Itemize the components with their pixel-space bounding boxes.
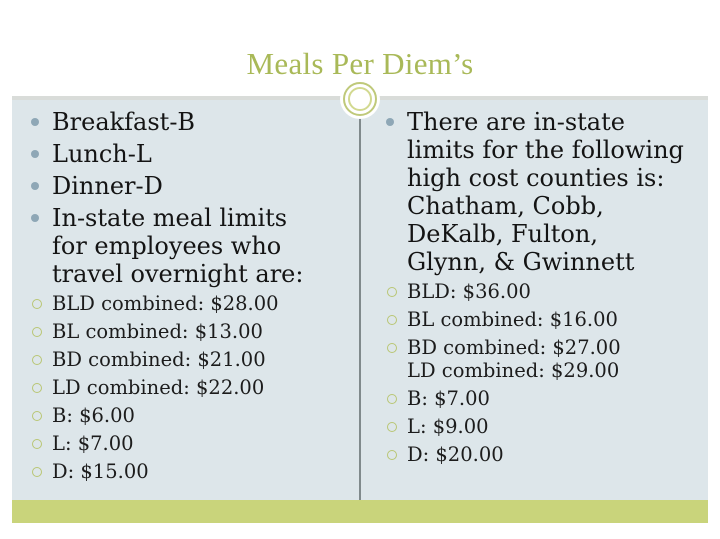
sub-bullet-text: BL combined: $16.00: [407, 308, 618, 331]
sub-bullet-item: L: $7.00: [30, 432, 350, 455]
sub-bullet-item: D: $15.00: [30, 460, 350, 483]
bullet-item: There are in-state limits for the follow…: [385, 108, 705, 276]
slide-title: Meals Per Diem’s: [246, 46, 474, 81]
sub-bullet-item: B: $6.00: [30, 404, 350, 427]
ring-bullet-icon: [32, 383, 42, 393]
bullet-text: There are in-state limits for the follow…: [407, 108, 684, 276]
ring-bullet-icon: [387, 450, 397, 460]
sub-bullet-item: BLD combined: $28.00: [30, 292, 350, 315]
sub-bullet-item: LD combined: $22.00: [30, 376, 350, 399]
sub-bullet-text: BD combined: $27.00 LD combined: $29.00: [407, 336, 621, 382]
circle-ornament-inner: [348, 87, 372, 111]
circle-ornament-icon: [343, 82, 377, 116]
ring-bullet-icon: [32, 327, 42, 337]
ring-bullet-icon: [387, 315, 397, 325]
sub-bullet-text: B: $7.00: [407, 387, 490, 410]
sub-bullet-text: LD combined: $22.00: [52, 376, 265, 399]
bullet-dot-icon: [31, 150, 39, 158]
left-column: Breakfast-B Lunch-L Dinner-D In-state me…: [30, 108, 350, 488]
sub-bullet-text: D: $15.00: [52, 460, 149, 483]
sub-bullet-item: BL combined: $13.00: [30, 320, 350, 343]
sub-bullet-item: BLD: $36.00: [385, 280, 705, 303]
ring-bullet-icon: [387, 422, 397, 432]
sub-bullet-text: L: $9.00: [407, 415, 489, 438]
bullet-dot-icon: [386, 118, 394, 126]
sub-bullet-text: D: $20.00: [407, 443, 504, 466]
ring-bullet-icon: [32, 411, 42, 421]
bullet-text: Breakfast-B: [52, 108, 196, 136]
sub-bullet-item: L: $9.00: [385, 415, 705, 438]
sub-bullet-item: BL combined: $16.00: [385, 308, 705, 331]
column-divider: [359, 116, 361, 500]
bullet-dot-icon: [31, 214, 39, 222]
sub-bullet-text: BD combined: $21.00: [52, 348, 266, 371]
bullet-item: Dinner-D: [30, 172, 350, 200]
bullet-dot-icon: [31, 118, 39, 126]
bullet-text: In-state meal limits for employees who t…: [52, 204, 304, 288]
sub-bullet-item: B: $7.00: [385, 387, 705, 410]
bullet-text: Dinner-D: [52, 172, 163, 200]
ring-bullet-icon: [387, 287, 397, 297]
sub-bullet-text: L: $7.00: [52, 432, 134, 455]
ring-bullet-icon: [32, 355, 42, 365]
ring-bullet-icon: [387, 394, 397, 404]
sub-bullet-text: BLD: $36.00: [407, 280, 531, 303]
bullet-text: Lunch-L: [52, 140, 152, 168]
ring-bullet-icon: [387, 343, 397, 353]
bullet-item: Breakfast-B: [30, 108, 350, 136]
ring-bullet-icon: [32, 299, 42, 309]
footer-band: [12, 500, 708, 523]
bullet-item: In-state meal limits for employees who t…: [30, 204, 350, 288]
sub-bullet-item: BD combined: $27.00 LD combined: $29.00: [385, 336, 705, 382]
sub-bullet-text: B: $6.00: [52, 404, 135, 427]
bullet-dot-icon: [31, 182, 39, 190]
ring-bullet-icon: [32, 439, 42, 449]
sub-bullet-list: BLD combined: $28.00 BL combined: $13.00…: [30, 292, 350, 483]
right-column: There are in-state limits for the follow…: [385, 108, 705, 471]
sub-bullet-text: BLD combined: $28.00: [52, 292, 279, 315]
sub-bullet-item: BD combined: $21.00: [30, 348, 350, 371]
sub-bullet-item: D: $20.00: [385, 443, 705, 466]
sub-bullet-text: BL combined: $13.00: [52, 320, 263, 343]
ring-bullet-icon: [32, 467, 42, 477]
bullet-item: Lunch-L: [30, 140, 350, 168]
sub-bullet-list: BLD: $36.00 BL combined: $16.00 BD combi…: [385, 280, 705, 466]
